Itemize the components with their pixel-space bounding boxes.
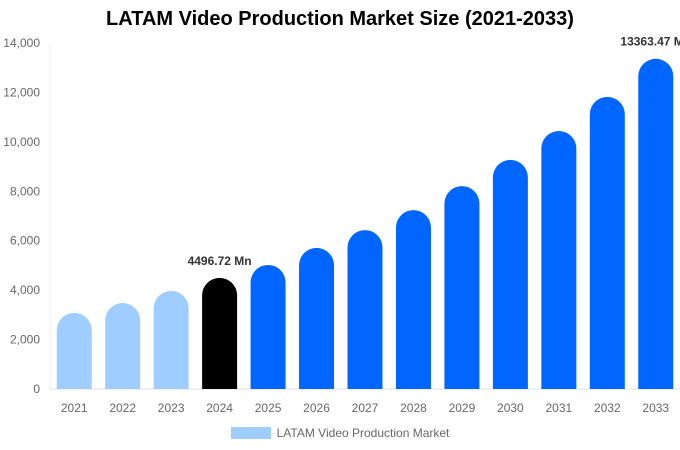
x-tick-label: 2026 [303, 401, 330, 415]
x-tick-label: 2027 [352, 401, 379, 415]
x-tick-label: 2025 [255, 401, 282, 415]
x-tick-label: 2033 [642, 401, 669, 415]
y-tick-label: 2,000 [10, 333, 40, 347]
bar-2026 [299, 247, 335, 389]
bar-2021 [56, 312, 92, 389]
data-label: 13363.47 Mn [620, 35, 680, 49]
x-tick-label: 2029 [449, 401, 476, 415]
bar-2031 [541, 131, 577, 390]
x-tick-label: 2032 [594, 401, 621, 415]
bar-2027 [347, 230, 383, 389]
bar-2032 [589, 96, 625, 390]
legend-swatch [230, 427, 271, 439]
bar-2024 [202, 277, 238, 389]
x-tick-label: 2023 [158, 401, 185, 415]
bar-2029 [444, 186, 480, 389]
y-tick-label: 14,000 [3, 36, 40, 50]
bar-2025 [250, 264, 286, 389]
legend-label: LATAM Video Production Market [276, 426, 450, 440]
x-tick-label: 2030 [497, 401, 524, 415]
x-tick-label: 2031 [545, 401, 572, 415]
bar-2022 [105, 302, 141, 389]
y-tick-label: 6,000 [10, 234, 40, 248]
y-tick-label: 0 [33, 382, 40, 396]
y-tick-label: 8,000 [10, 184, 40, 198]
data-label: 4496.72 Mn [188, 254, 252, 268]
x-tick-label: 2024 [206, 401, 233, 415]
bar-2030 [492, 159, 528, 389]
bar-2023 [153, 290, 189, 389]
legend: LATAM Video Production Market [0, 426, 680, 440]
bar-2033 [638, 58, 674, 389]
y-tick-label: 4,000 [10, 283, 40, 297]
chart-title: LATAM Video Production Market Size (2021… [106, 8, 574, 30]
x-tick-label: 2021 [61, 401, 88, 415]
x-tick-label: 2028 [400, 401, 427, 415]
y-tick-label: 12,000 [3, 85, 40, 99]
y-tick-label: 10,000 [3, 135, 40, 149]
x-tick-label: 2022 [109, 401, 136, 415]
bar-2028 [395, 210, 431, 389]
